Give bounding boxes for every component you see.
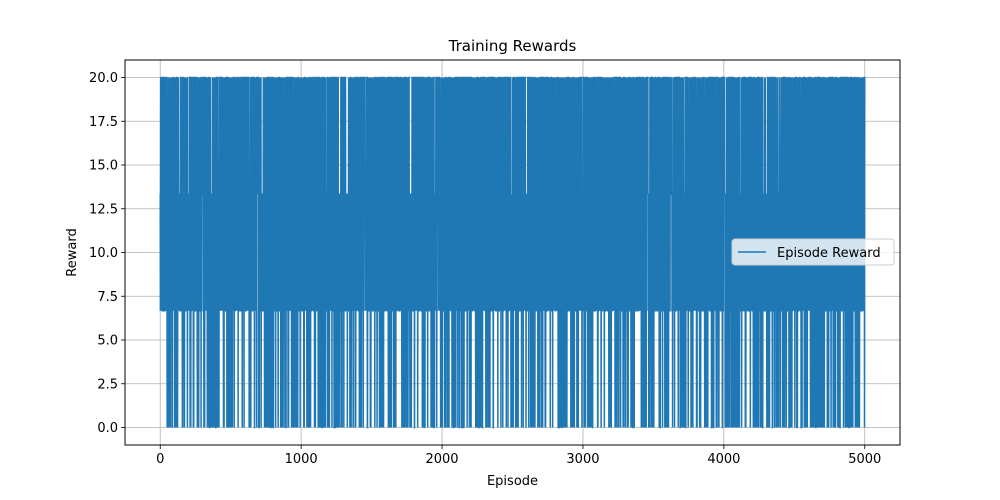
x-tick-label: 2000 <box>425 452 458 467</box>
legend-box <box>731 238 895 266</box>
y-tick-label: 7.5 <box>97 290 118 305</box>
y-tick-label: 20.0 <box>89 71 118 86</box>
x-axis-title: Episode <box>487 474 538 489</box>
y-tick-label: 10.0 <box>89 246 118 261</box>
legend-label: Episode Reward <box>777 246 881 261</box>
x-axis: 0 1000 2000 3000 4000 5000 <box>156 445 881 467</box>
y-tick-label: 2.5 <box>97 377 118 392</box>
y-tick-label: 15.0 <box>89 159 118 174</box>
y-tick-label: 17.5 <box>89 115 118 130</box>
x-tick-label: 5000 <box>848 452 881 467</box>
y-axis: 0.0 2.5 5.0 7.5 10.0 12.5 15.0 17.5 20.0 <box>89 71 125 436</box>
legend: Episode Reward <box>731 238 895 266</box>
y-tick-label: 12.5 <box>89 202 118 217</box>
y-tick-label: 5.0 <box>97 334 118 349</box>
y-tick-label: 0.0 <box>97 421 118 436</box>
episode-reward-series <box>159 76 866 429</box>
x-tick-label: 1000 <box>285 452 318 467</box>
x-tick-label: 0 <box>156 452 164 467</box>
x-tick-label: 3000 <box>566 452 599 467</box>
episode-reward-line <box>159 76 866 429</box>
x-tick-label: 4000 <box>707 452 740 467</box>
chart-title: Training Rewards <box>448 37 577 55</box>
y-axis-title: Reward <box>65 228 80 276</box>
